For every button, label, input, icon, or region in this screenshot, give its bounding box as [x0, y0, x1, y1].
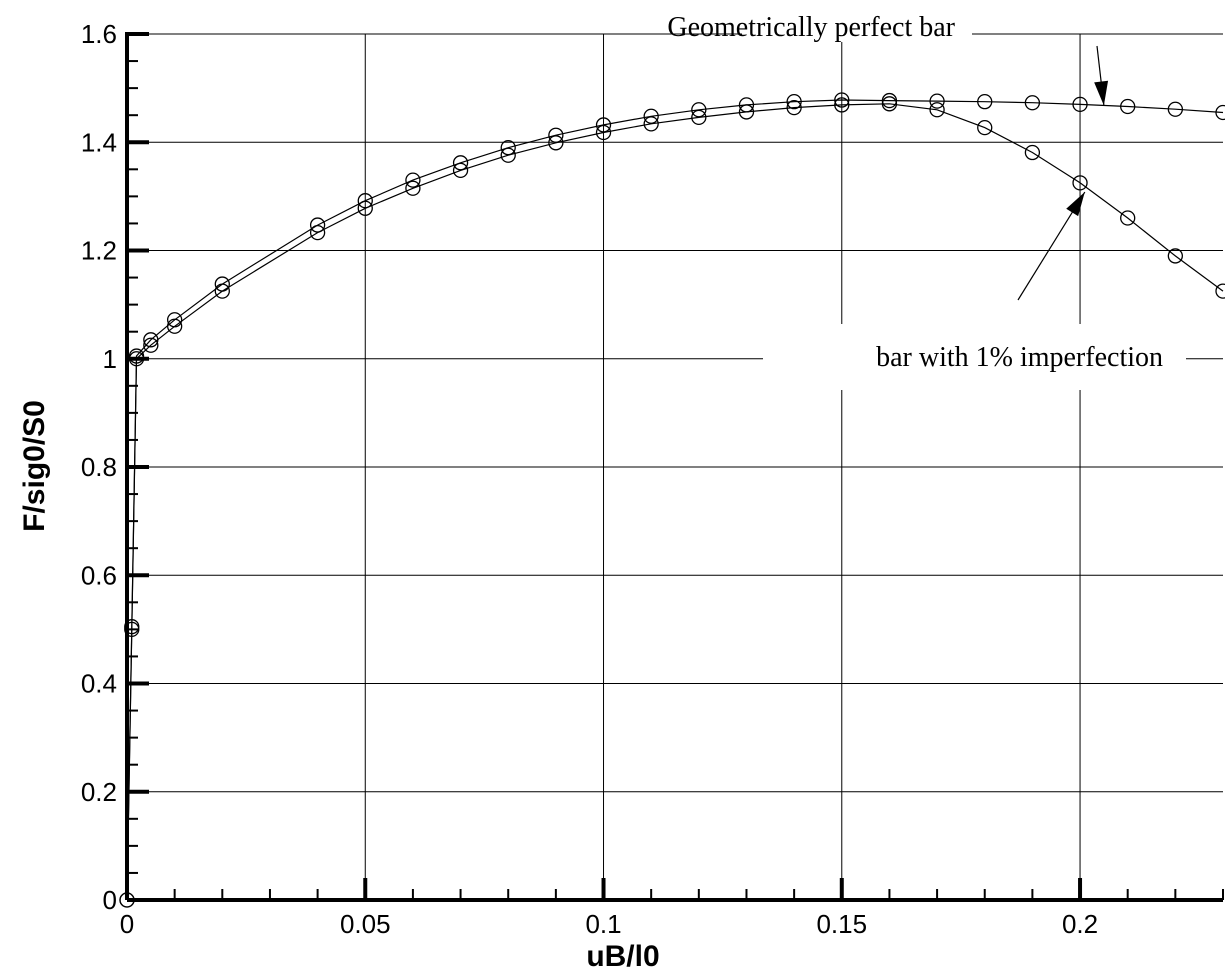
grid	[127, 33, 1223, 900]
data-point	[691, 109, 707, 126]
annotation-label-box	[742, 14, 972, 42]
data-point	[405, 180, 421, 196]
data-point	[834, 97, 850, 113]
y-tick-label: 0.2	[81, 777, 117, 807]
data-point	[214, 283, 230, 299]
data-point	[1167, 101, 1183, 117]
y-tick-label: 0.6	[81, 560, 117, 590]
data-point	[929, 93, 945, 109]
series-line-0	[126, 99, 1224, 901]
data-point	[691, 102, 707, 118]
data-point	[357, 200, 373, 216]
y-tick-label: 1.2	[81, 236, 117, 266]
annotation-label: Geometrically perfect bar	[667, 12, 955, 43]
data-point	[405, 172, 421, 188]
data-point	[786, 94, 802, 110]
data-point	[452, 162, 469, 179]
axes: 0 0.05 0.1 0.15 0.2 0 0.2 0.4 0.6 0.8 1 1.2 1.4 1.6	[81, 19, 1224, 939]
x-tick-label: 0.2	[1062, 909, 1098, 939]
data-point	[1120, 98, 1136, 115]
data-point	[1024, 95, 1041, 111]
data-point	[167, 318, 183, 334]
data-point	[1215, 283, 1225, 299]
series-line-1	[126, 103, 1224, 901]
annotation-arrow-head	[1094, 80, 1109, 106]
data-point	[143, 337, 159, 353]
data-point	[548, 135, 564, 151]
data-point	[643, 116, 659, 132]
x-tick-label: 0.05	[340, 909, 391, 939]
x-tick-label: 0.1	[585, 909, 621, 939]
data-point	[738, 104, 755, 120]
annotation-layer: Geometrically perfect bar bar with 1% imp…	[667, 12, 1186, 390]
data-point	[929, 102, 945, 118]
annotation-arrow-head	[1066, 192, 1085, 217]
data-point	[595, 124, 612, 141]
y-tick-label: 0	[103, 885, 117, 915]
data-point	[1024, 144, 1041, 161]
x-tick-label: 0	[120, 909, 134, 939]
data-point	[1072, 96, 1088, 113]
data-point	[1167, 248, 1183, 264]
y-tick-label: 0.4	[81, 669, 117, 699]
data-point	[1120, 210, 1136, 226]
data-point	[500, 147, 516, 163]
annotation-label: bar with 1% imperfection	[876, 342, 1163, 373]
data-point	[124, 621, 140, 638]
data-point	[881, 92, 898, 109]
data-point	[977, 94, 993, 110]
x-tick-label: 0.15	[816, 909, 867, 939]
data-point	[786, 99, 802, 116]
y-tick-label: 1	[103, 344, 117, 374]
data-point	[1215, 104, 1225, 121]
data-point	[977, 119, 993, 136]
y-axis-title: F/sig0/S0	[18, 400, 51, 532]
data-point	[1072, 175, 1088, 191]
y-tick-label: 0.8	[81, 452, 117, 482]
data-point	[834, 92, 850, 108]
annotation-label-box	[763, 324, 1186, 390]
series-layer	[119, 92, 1225, 908]
data-point	[881, 96, 898, 112]
x-axis-title: uB/l0	[586, 940, 659, 973]
y-tick-label: 1.4	[81, 127, 117, 157]
data-point	[309, 224, 326, 241]
y-tick-label: 1.6	[81, 19, 117, 49]
